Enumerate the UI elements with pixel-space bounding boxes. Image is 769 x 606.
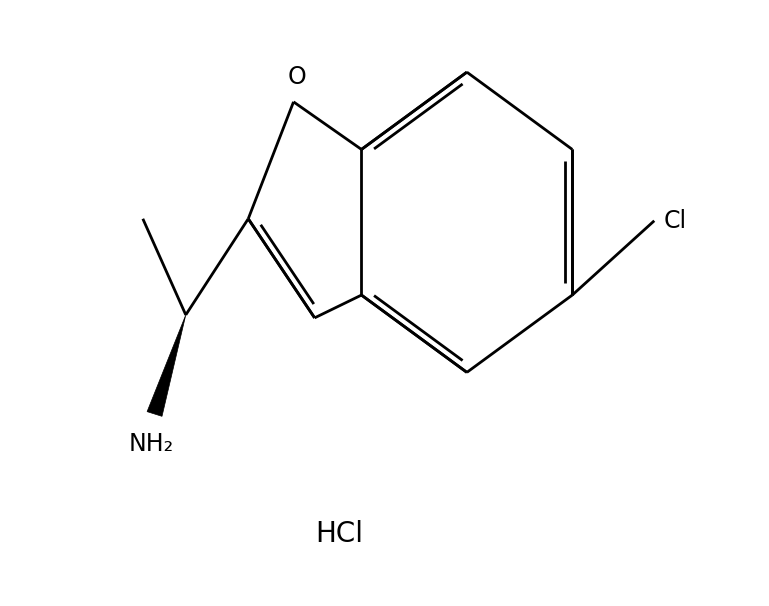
Polygon shape bbox=[147, 315, 186, 416]
Text: Cl: Cl bbox=[664, 208, 687, 233]
Text: NH₂: NH₂ bbox=[129, 432, 174, 456]
Text: O: O bbox=[287, 65, 306, 88]
Text: HCl: HCl bbox=[315, 520, 364, 548]
